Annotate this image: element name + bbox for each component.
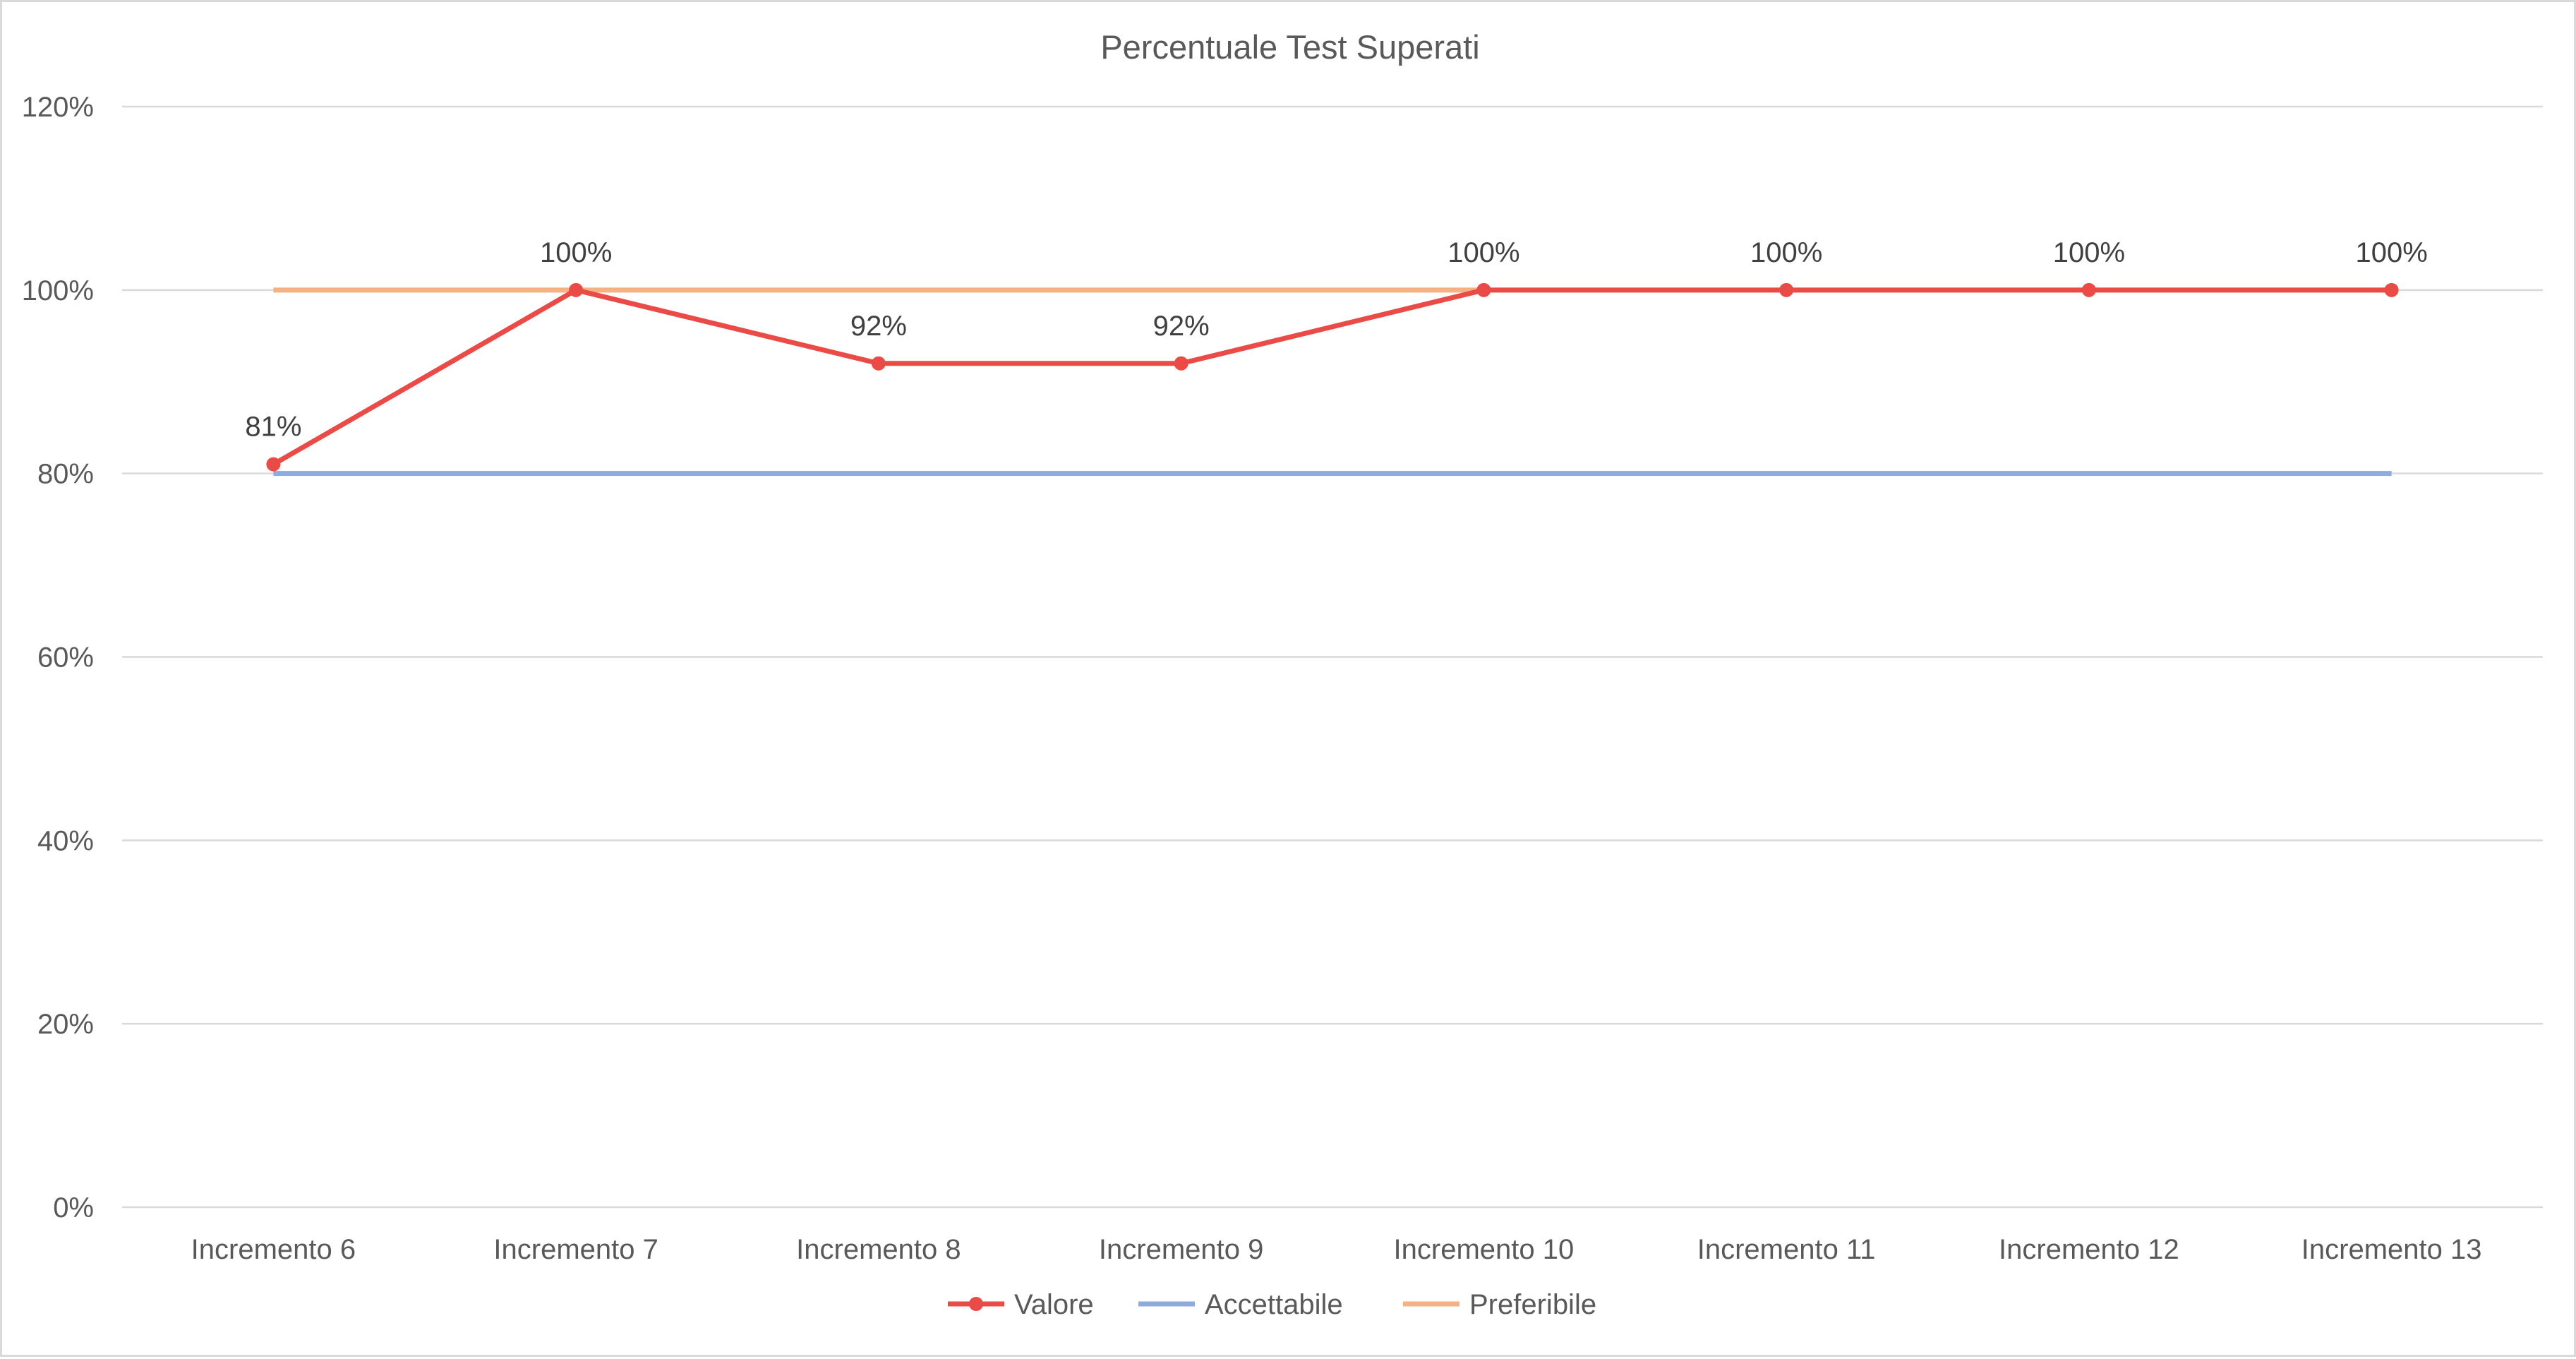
chart-title: Percentuale Test Superati — [1100, 28, 1479, 66]
series-line-valore — [272, 287, 2392, 467]
y-tick-label: 40% — [37, 825, 94, 856]
series-markers — [266, 282, 2399, 472]
legend: Valore Accettabile Preferibile — [948, 1289, 1596, 1320]
data-label: 92% — [850, 311, 907, 342]
x-tick-label: Incremento 7 — [493, 1234, 658, 1265]
data-label: 100% — [540, 237, 612, 268]
gridlines — [122, 105, 2543, 1209]
data-point — [266, 457, 281, 472]
data-point — [871, 356, 886, 371]
data-label: 100% — [1750, 237, 1822, 268]
y-tick-label: 20% — [37, 1009, 94, 1040]
y-tick-label: 60% — [37, 642, 94, 673]
y-tick-label: 0% — [53, 1192, 94, 1223]
y-tick-label: 120% — [22, 92, 94, 123]
legend-label: Valore — [1014, 1289, 1094, 1320]
data-point — [1174, 356, 1188, 371]
x-tick-label: Incremento 13 — [2301, 1234, 2482, 1265]
y-tick-label: 80% — [37, 459, 94, 490]
data-label: 100% — [1448, 237, 1519, 268]
data-point — [1476, 282, 1491, 297]
data-labels: 81% 100% 92% 92% 100% 100% 100% 100% — [245, 237, 2427, 443]
legend-item-accettabile: Accettabile — [1138, 1289, 1343, 1320]
legend-item-valore: Valore — [948, 1289, 1094, 1320]
data-label: 100% — [2053, 237, 2125, 268]
data-label: 92% — [1153, 311, 1210, 342]
series-lines — [272, 287, 2392, 477]
x-axis-ticks: Incremento 6 Incremento 7 Incremento 8 Incr… — [191, 1234, 2482, 1265]
x-tick-label: Incremento 6 — [191, 1234, 356, 1265]
x-tick-label: Incremento 12 — [1999, 1234, 2179, 1265]
data-point — [2081, 282, 2096, 297]
y-tick-label: 100% — [22, 275, 94, 306]
x-tick-label: Incremento 10 — [1394, 1234, 1575, 1265]
x-tick-label: Incremento 8 — [796, 1234, 961, 1265]
legend-item-preferibile: Preferibile — [1403, 1289, 1596, 1320]
y-axis-ticks: 0% 20% 40% 60% 80% 100% 120% — [22, 92, 94, 1223]
legend-label: Preferibile — [1469, 1289, 1596, 1320]
legend-label: Accettabile — [1205, 1289, 1343, 1320]
data-point — [1779, 282, 1794, 297]
x-tick-label: Incremento 9 — [1099, 1234, 1263, 1265]
data-point — [2384, 282, 2399, 297]
x-tick-label: Incremento 11 — [1697, 1234, 1876, 1265]
data-point — [569, 282, 584, 297]
legend-marker — [969, 1297, 983, 1311]
data-label: 81% — [245, 412, 301, 443]
data-label: 100% — [2355, 237, 2427, 268]
